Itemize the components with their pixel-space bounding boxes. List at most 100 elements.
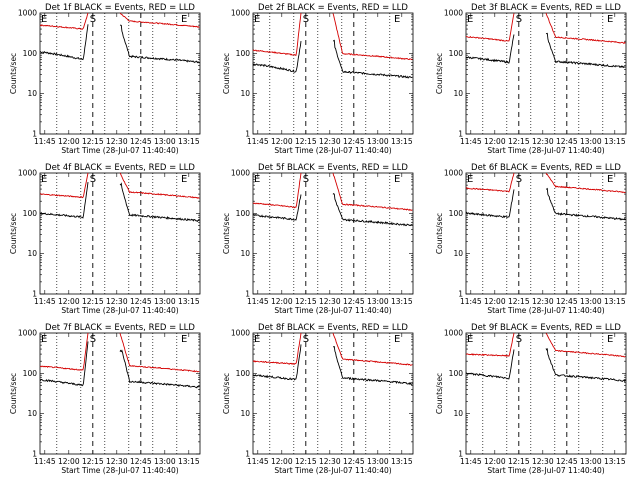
- x-tick-label: 12:30: [532, 297, 554, 306]
- time-marker-label: S: [303, 174, 309, 185]
- time-marker-label: E: [254, 174, 260, 185]
- time-marker-label: S: [516, 14, 522, 25]
- x-tick-label: 13:15: [391, 457, 413, 466]
- x-axis-label: Start Time (28-Jul-07 11:40:40): [61, 466, 178, 475]
- x-tick-label: 12:45: [130, 297, 152, 306]
- x-tick-label: 12:00: [271, 297, 293, 306]
- events-series-line: [39, 182, 89, 219]
- y-tick-label: 1: [245, 290, 250, 299]
- lld-series-line: [39, 12, 89, 30]
- lld-series-line: [252, 172, 302, 209]
- y-tick-label: 1000: [444, 329, 463, 338]
- events-series-line: [119, 182, 200, 223]
- x-tick-label: 12:00: [484, 457, 506, 466]
- x-tick-label: 12:15: [508, 457, 530, 466]
- x-axis-label: Start Time (28-Jul-07 11:40:40): [487, 306, 604, 315]
- x-tick-label: 12:15: [82, 137, 104, 146]
- plot-frame: [39, 172, 201, 295]
- lld-series-line: [332, 172, 413, 211]
- x-tick-label: 12:00: [58, 137, 80, 146]
- lld-series-line: [119, 333, 200, 373]
- lld-series-line: [545, 332, 626, 358]
- x-tick-label: 12:15: [295, 137, 317, 146]
- time-marker-label: S: [516, 174, 522, 185]
- time-marker-label: E: [41, 14, 47, 25]
- plot-frame: [465, 12, 627, 135]
- events-series-line: [333, 346, 413, 386]
- lld-series-line: [465, 332, 515, 357]
- y-axis-label: Counts/sec: [9, 53, 18, 94]
- y-tick-label: 1000: [231, 169, 250, 178]
- lld-series-line: [40, 172, 89, 199]
- x-tick-label: 12:00: [58, 297, 80, 306]
- x-tick-label: 12:30: [532, 137, 554, 146]
- y-tick-label: 1: [32, 450, 37, 459]
- x-tick-label: 12:15: [508, 297, 530, 306]
- y-tick-label: 1: [32, 290, 37, 299]
- x-tick-label: 13:15: [178, 457, 200, 466]
- lld-series-line: [545, 12, 626, 44]
- x-axis-label: Start Time (28-Jul-07 11:40:40): [61, 306, 178, 315]
- x-tick-label: 12:15: [82, 297, 104, 306]
- x-tick-label: 12:45: [343, 137, 365, 146]
- y-tick-label: 100: [23, 49, 38, 58]
- events-series-line: [119, 349, 200, 389]
- detector-panel-2: Det 2f BLACK = Events, RED = LLD 1 10 100 10…: [222, 3, 414, 155]
- x-tick-label: 12:45: [130, 137, 152, 146]
- x-tick-label: 13:00: [367, 457, 389, 466]
- time-marker-label: E: [254, 14, 260, 25]
- events-series-line: [465, 349, 515, 380]
- x-tick-label: 13:00: [367, 137, 389, 146]
- lld-series-line: [545, 172, 626, 194]
- y-axis-label: Counts/sec: [9, 373, 18, 414]
- x-tick-label: 12:30: [532, 457, 554, 466]
- detector-panel-3: Det 3f BLACK = Events, RED = LLD 1 10 100 10…: [435, 3, 627, 155]
- detector-panel-5: Det 5f BLACK = Events, RED = LLD 1 10 100 10…: [222, 163, 414, 315]
- y-tick-label: 100: [23, 209, 38, 218]
- time-marker-label: S: [90, 334, 96, 345]
- y-tick-label: 10: [27, 89, 37, 98]
- x-tick-label: 13:15: [178, 137, 200, 146]
- y-tick-label: 1000: [444, 9, 463, 18]
- x-tick-label: 12:00: [484, 297, 506, 306]
- events-series-line: [545, 187, 626, 221]
- panel-title: Det 7f BLACK = Events, RED = LLD: [45, 323, 195, 333]
- x-tick-label: 11:45: [34, 457, 56, 466]
- x-tick-label: 13:15: [391, 137, 413, 146]
- time-marker-label: E: [181, 14, 187, 25]
- time-marker-label: E: [394, 174, 400, 185]
- y-tick-label: 10: [453, 89, 463, 98]
- lld-series-line: [465, 172, 515, 193]
- x-tick-label: 13:00: [154, 297, 176, 306]
- x-tick-label: 11:45: [34, 297, 56, 306]
- x-tick-label: 11:45: [247, 137, 269, 146]
- x-tick-label: 12:15: [295, 297, 317, 306]
- x-axis-label: Start Time (28-Jul-07 11:40:40): [274, 146, 391, 155]
- events-series-line: [252, 41, 302, 73]
- x-tick-label: 11:45: [460, 137, 482, 146]
- time-marker-label: E: [467, 334, 473, 345]
- x-axis-label: Start Time (28-Jul-07 11:40:40): [487, 466, 604, 475]
- x-tick-label: 11:45: [460, 297, 482, 306]
- y-tick-label: 10: [27, 249, 37, 258]
- time-marker-label: E: [607, 14, 613, 25]
- x-tick-label: 12:15: [508, 137, 530, 146]
- x-tick-label: 12:45: [130, 457, 152, 466]
- panel-title: Det 4f BLACK = Events, RED = LLD: [45, 163, 195, 173]
- detector-panel-4: Det 4f BLACK = Events, RED = LLD 1 10 100 10…: [9, 163, 201, 315]
- x-tick-label: 13:15: [604, 297, 626, 306]
- lld-series-line: [252, 332, 302, 365]
- time-marker-label: E: [41, 174, 47, 185]
- time-marker-label: S: [516, 334, 522, 345]
- x-tick-label: 13:00: [367, 297, 389, 306]
- x-tick-label: 12:45: [343, 457, 365, 466]
- y-tick-label: 10: [240, 89, 250, 98]
- plot-frame: [252, 12, 414, 135]
- panel-title: Det 6f BLACK = Events, RED = LLD: [471, 163, 621, 173]
- x-tick-label: 12:30: [106, 457, 128, 466]
- y-tick-label: 10: [453, 409, 463, 418]
- y-tick-label: 1000: [18, 329, 37, 338]
- time-marker-label: S: [90, 174, 96, 185]
- lld-series-line: [332, 13, 413, 61]
- y-tick-label: 1: [458, 130, 463, 139]
